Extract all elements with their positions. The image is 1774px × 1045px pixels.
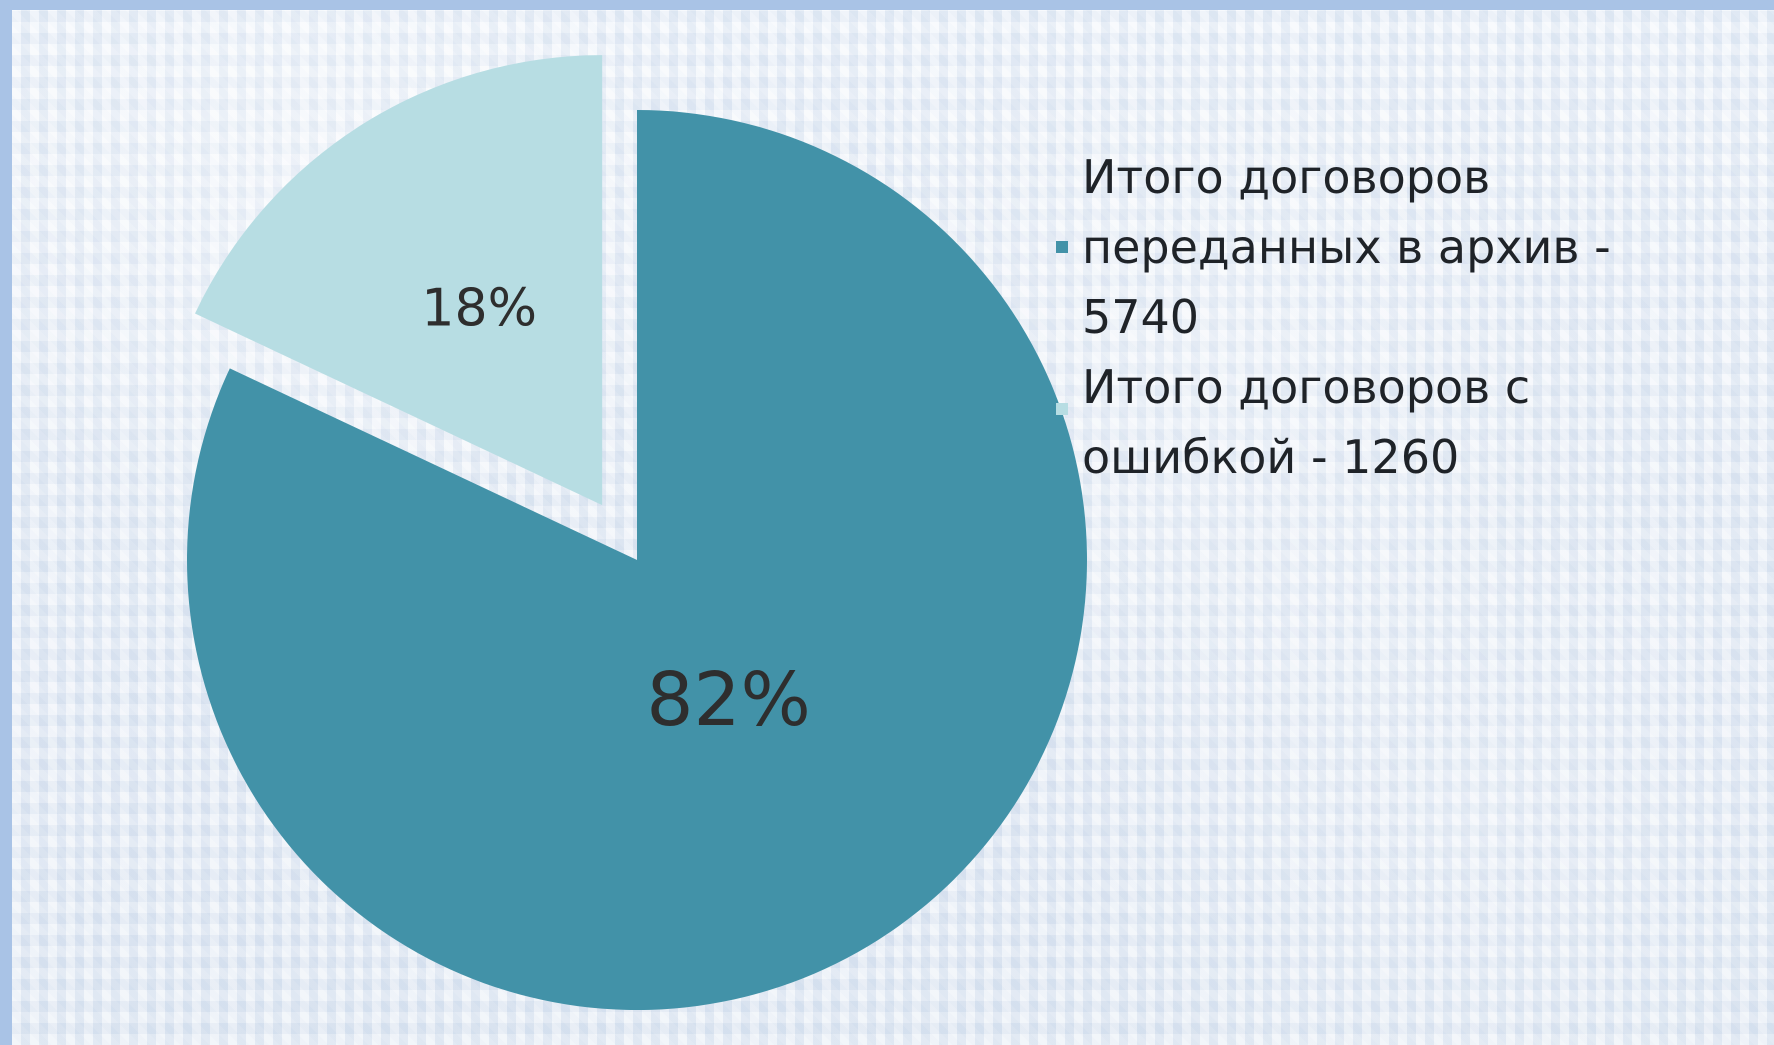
legend-label-error: Итого договоров с ошибкой - 1260 (1082, 360, 1531, 484)
legend-marker-archive (1056, 241, 1068, 253)
slide-background: 82% 18% Итого договоров переданных в архи… (12, 10, 1774, 1045)
legend-item-archive: Итого договоров переданных в архив - 574… (1052, 142, 1692, 352)
legend-label-archive: Итого договоров переданных в архив - 574… (1082, 150, 1611, 344)
chart-legend: Итого договоров переданных в архив - 574… (1052, 142, 1692, 492)
pie-slice-archive (187, 110, 1087, 1010)
pie-chart: 82% 18% (187, 55, 1087, 1010)
pie-slice-error (194, 55, 603, 506)
data-label-archive: 82% (646, 657, 810, 743)
legend-item-error: Итого договоров с ошибкой - 1260 (1052, 352, 1692, 492)
data-label-error: 18% (421, 278, 537, 338)
legend-marker-error (1056, 403, 1068, 415)
